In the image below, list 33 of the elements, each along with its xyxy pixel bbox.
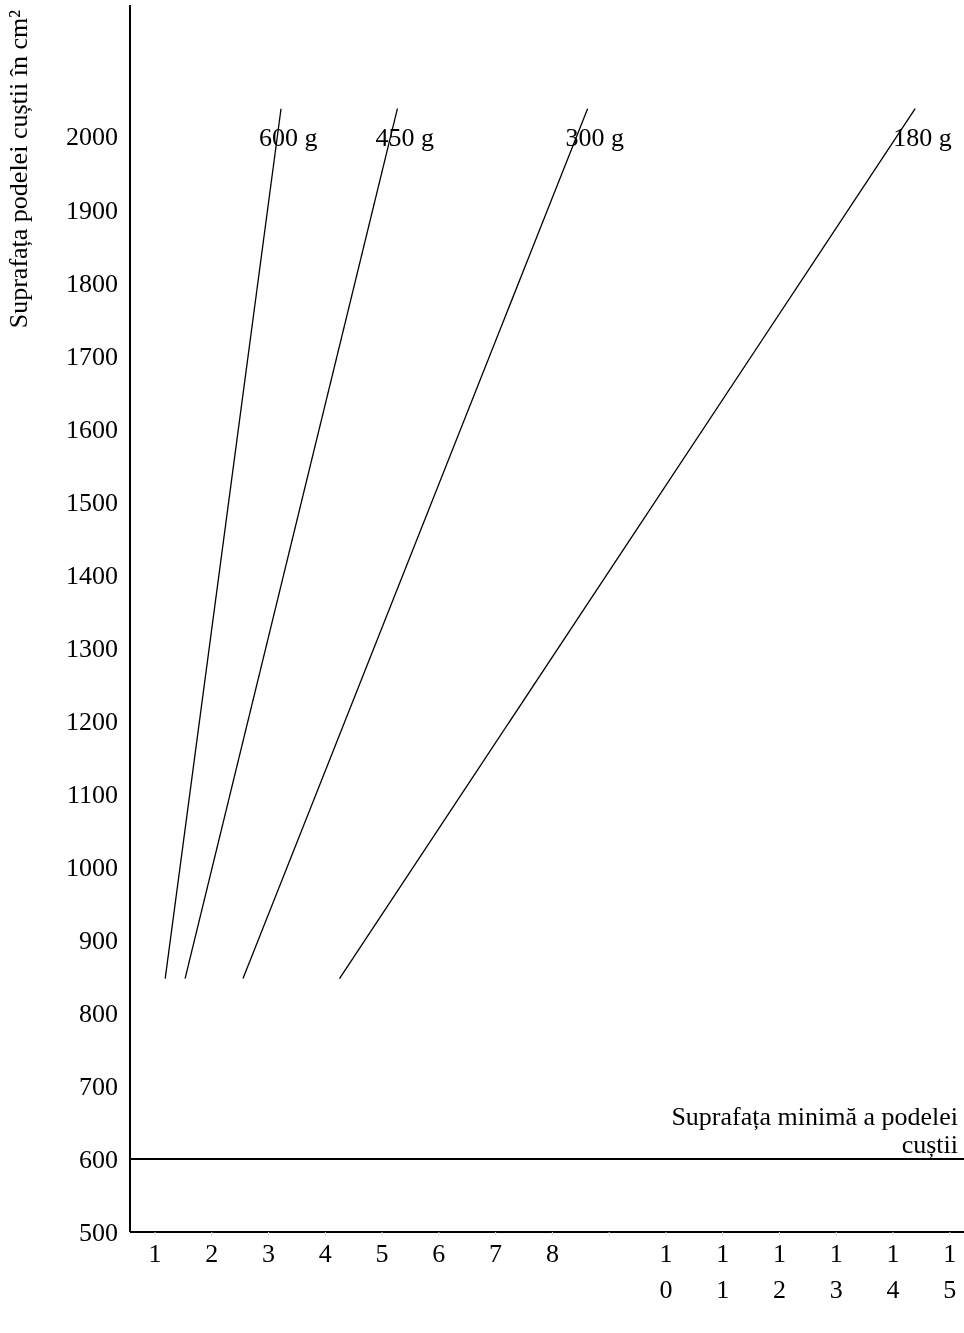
x-tick-label: 1 1 [716, 1239, 730, 1304]
y-tick-label: 900 [79, 925, 118, 955]
x-tick-label: 1 4 [886, 1239, 900, 1304]
x-tick-label: 1 2 [772, 1239, 786, 1304]
x-tick-label: 1 5 [943, 1239, 957, 1304]
x-tick-label: 1 0 [659, 1239, 673, 1304]
y-tick-label: 600 [79, 1144, 118, 1174]
y-tick-label: 1600 [66, 414, 118, 444]
y-tick-label: 1500 [66, 487, 118, 517]
y-tick-label: 1200 [66, 706, 118, 736]
y-tick-label: 1900 [66, 195, 118, 225]
x-tick-label: 8 [545, 1239, 559, 1268]
y-tick-label: 1300 [66, 633, 118, 663]
y-tick-label: 700 [79, 1071, 118, 1101]
series-label: 180 g [893, 122, 952, 152]
y-tick-label: 1400 [66, 560, 118, 590]
y-axis-title: Suprafața podelei cuștii în cm² [4, 9, 33, 329]
y-tick-label: 1800 [66, 268, 118, 298]
y-tick-label: 500 [79, 1218, 118, 1247]
y-tick-label: 1000 [66, 852, 118, 882]
y-tick-label: 1700 [66, 341, 118, 371]
x-tick-label: 4 [318, 1239, 332, 1268]
x-tick-label: 1 3 [829, 1239, 843, 1304]
x-tick-label: 1 [148, 1239, 162, 1268]
y-tick-label: 800 [79, 998, 118, 1028]
x-tick-label: 7 [489, 1239, 503, 1268]
y-tick-label: 1100 [66, 779, 118, 809]
x-tick-label: 6 [432, 1239, 446, 1268]
x-tick-label: 3 [262, 1239, 276, 1268]
y-tick-label: 2000 [66, 122, 118, 152]
ref-line-label: Suprafața minimă a podelei cuștii [671, 1101, 958, 1159]
x-tick-label: 2 [205, 1239, 219, 1268]
x-tick-label: 5 [375, 1239, 389, 1268]
